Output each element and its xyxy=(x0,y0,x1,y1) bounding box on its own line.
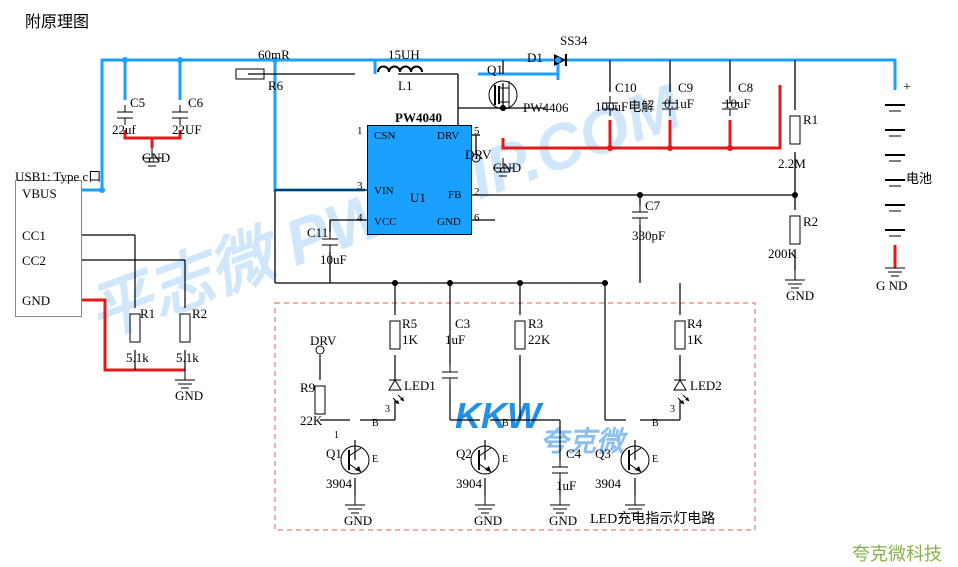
lbl-r2b: R2 xyxy=(803,214,818,230)
usb-pin-cc2: CC2 xyxy=(22,253,46,269)
lbl-c8v: 10uF xyxy=(724,96,751,112)
lbl-c10v: 100uF电解 xyxy=(595,96,654,115)
lbl-r1tv: 2.2M xyxy=(778,156,806,172)
lbl-q3: Q3 xyxy=(595,446,611,462)
lbl-r1t: R1 xyxy=(803,112,818,128)
lbl-r9: R9 xyxy=(300,380,315,396)
lbl-drv-net2: DRV xyxy=(310,333,336,349)
lbl-q3v: 3904 xyxy=(595,476,621,492)
lbl-q1v: 3904 xyxy=(326,476,352,492)
lbl-r2: R2 xyxy=(192,306,207,322)
lbl-c11: C11 xyxy=(307,225,328,241)
lbl-l1v: 15UH xyxy=(388,47,420,63)
lbl-gnd1: GND xyxy=(142,150,170,166)
ic-pin-vin: VIN xyxy=(374,185,394,197)
lbl-drv-net: DRV xyxy=(465,147,491,163)
lbl-r5v: 1K xyxy=(402,332,418,348)
lbl-gnd4: GND xyxy=(786,288,814,304)
lbl-batt: 电池 xyxy=(906,168,932,187)
lbl-q1: Q1 xyxy=(326,446,342,462)
lbl-q2v: 3904 xyxy=(456,476,482,492)
q3-e: E xyxy=(652,454,658,465)
lbl-c11v: 10uF xyxy=(320,252,347,268)
lbl-r3v: 22K xyxy=(528,332,550,348)
lbl-gnd2: GND xyxy=(493,160,521,176)
lbl-d1: D1 xyxy=(527,50,543,66)
blue-wires xyxy=(80,60,895,190)
lbl-r4v: 1K xyxy=(687,332,703,348)
ic-pin-csn: CSN xyxy=(374,130,395,142)
lbl-gnd7: GND xyxy=(474,513,502,529)
pin-num-1: 1 xyxy=(357,125,363,137)
ic-pin-vcc: VCC xyxy=(374,216,397,228)
pin-num-3: 3 xyxy=(357,180,363,192)
q1-e: E xyxy=(372,454,378,465)
lbl-l1: L1 xyxy=(398,78,412,94)
q1-1: 1 xyxy=(334,430,339,441)
q1-b: B xyxy=(372,418,379,429)
pin-num-4: 4 xyxy=(357,212,363,224)
usb-pin-cc1: CC1 xyxy=(22,228,46,244)
lbl-r6v: 60mR xyxy=(258,47,290,63)
lbl-r2v: 5.1k xyxy=(176,350,199,366)
lbl-c3: C3 xyxy=(455,316,470,332)
q3-3: 3 xyxy=(670,404,675,415)
lbl-gnd6: GND xyxy=(344,513,372,529)
lbl-c7: C7 xyxy=(645,198,660,214)
lbl-c10: C10 xyxy=(615,80,637,96)
battery-symbol xyxy=(885,105,905,236)
lbl-led1: LED1 xyxy=(404,378,436,394)
usb-pin-vbus: VBUS xyxy=(22,186,57,202)
ic-pin-fb: FB xyxy=(448,189,461,201)
usb-heading: USB1: Type c口 xyxy=(15,166,101,185)
ic-part: PW4040 xyxy=(395,110,442,126)
lbl-q2: Q2 xyxy=(456,446,472,462)
lbl-c9: C9 xyxy=(678,80,693,96)
lbl-c5: C5 xyxy=(130,95,145,111)
lbl-c9v: 0.1uF xyxy=(664,96,694,112)
lbl-gnd3: GND xyxy=(175,388,203,404)
lbl-r4: R4 xyxy=(687,316,702,332)
lbl-plus: + xyxy=(903,80,911,96)
lbl-led2: LED2 xyxy=(690,378,722,394)
usb-pin-gnd: GND xyxy=(22,293,50,309)
q2-e: E xyxy=(502,454,508,465)
pin-num-2: 2 xyxy=(474,186,480,198)
pin-num-6: 6 xyxy=(474,212,480,224)
lbl-c3v: 1uF xyxy=(445,332,465,348)
lbl-r1: R1 xyxy=(140,306,155,322)
lbl-gnd8: GND xyxy=(549,513,577,529)
lbl-c5v: 22uf xyxy=(112,122,136,138)
lbl-c4: C4 xyxy=(566,446,581,462)
ic-pin-drv: DRV xyxy=(437,130,459,142)
lbl-r9v: 22K xyxy=(300,413,322,429)
q2-b: B xyxy=(502,418,509,429)
lbl-r1v: 5.1k xyxy=(126,350,149,366)
q1-3: 3 xyxy=(385,404,390,415)
lbl-q-fet: Q1 xyxy=(487,62,503,78)
pin-num-5: 5 xyxy=(474,125,480,137)
ic-pin-gnd: GND xyxy=(437,216,461,228)
black-wires-lower xyxy=(80,235,680,495)
lbl-c7v: 330pF xyxy=(632,228,665,244)
red-wires xyxy=(80,85,895,370)
led-section-title: LED充电指示灯电路 xyxy=(590,508,715,528)
lbl-c6v: 22UF xyxy=(172,122,202,138)
lbl-gnd5: G ND xyxy=(876,278,907,294)
footer-brand: 夸克微科技 xyxy=(852,540,942,566)
lbl-d1v: SS34 xyxy=(560,33,587,49)
lbl-r6: R6 xyxy=(268,78,283,94)
ic-ref: U1 xyxy=(410,190,426,206)
lbl-q-fet-v: PW4406 xyxy=(523,100,569,116)
lbl-r3: R3 xyxy=(528,316,543,332)
lbl-c8: C8 xyxy=(738,80,753,96)
lbl-r5: R5 xyxy=(402,316,417,332)
q3-b: B xyxy=(652,418,659,429)
lbl-r2bv: 200K xyxy=(768,246,797,262)
lbl-c6: C6 xyxy=(188,95,203,111)
lbl-c4v: 1uF xyxy=(556,478,576,494)
